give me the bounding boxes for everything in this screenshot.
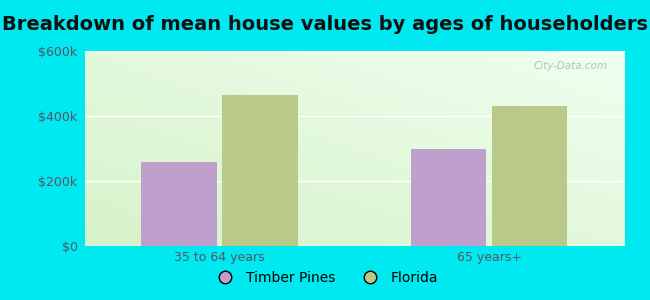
Bar [411, 148, 486, 246]
Text: Breakdown of mean house values by ages of householders: Breakdown of mean house values by ages o… [2, 15, 648, 34]
Bar [492, 106, 567, 246]
Bar [141, 161, 216, 246]
Legend: Timber Pines, Florida: Timber Pines, Florida [206, 265, 444, 290]
Text: City-Data.com: City-Data.com [534, 61, 608, 71]
Bar [222, 95, 298, 246]
